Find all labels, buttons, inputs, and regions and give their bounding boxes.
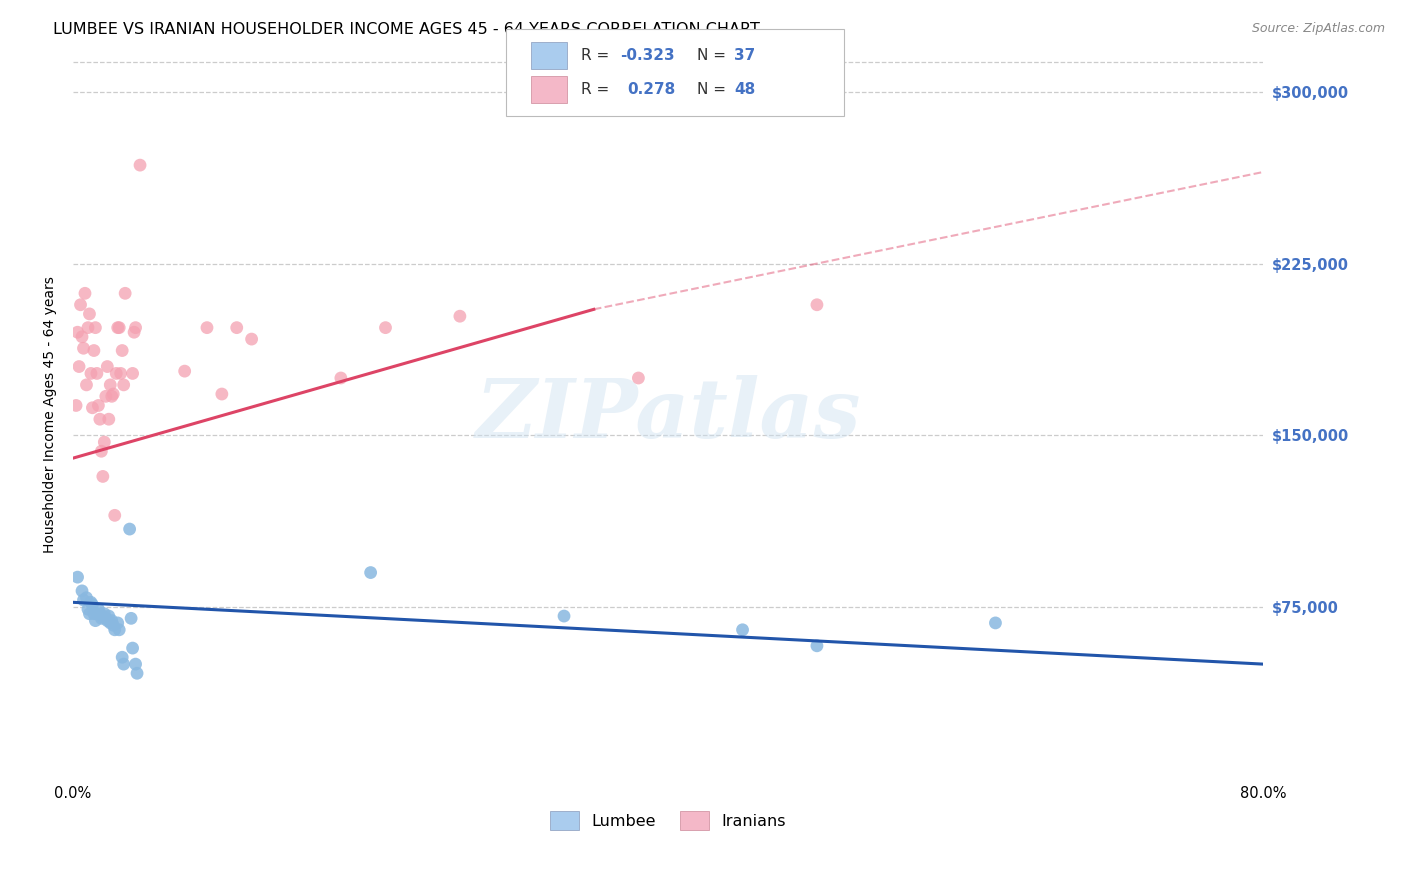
Point (449, 309, 471, 323)
Point (70, 583, 93, 598)
Point (103, 387, 125, 401)
Point (86, 367, 108, 381)
Point (93, 607, 115, 621)
Text: 0.278: 0.278 (627, 82, 675, 97)
Point (86, 607, 108, 621)
Point (79, 607, 101, 621)
Point (76, 377, 98, 392)
Point (84, 614, 107, 628)
Point (73, 286, 96, 301)
Point (125, 666, 148, 681)
Point (107, 615, 129, 630)
Point (211, 387, 233, 401)
Point (97, 609, 120, 624)
Point (93, 435, 115, 450)
Point (77, 602, 100, 616)
Point (121, 641, 143, 656)
Point (77, 320, 100, 334)
Point (83, 343, 105, 358)
Point (111, 343, 134, 358)
Legend: Lumbee, Iranians: Lumbee, Iranians (544, 805, 793, 836)
Point (82, 401, 104, 415)
Point (627, 371, 650, 385)
Point (240, 332, 263, 346)
Point (94, 611, 117, 625)
Point (90, 611, 112, 625)
Point (96, 614, 118, 628)
Text: -0.323: -0.323 (620, 48, 675, 63)
Text: N =: N = (697, 48, 731, 63)
Point (83, 607, 105, 621)
Point (66, 570, 89, 584)
Point (107, 320, 129, 334)
Point (91, 609, 114, 624)
Point (984, 615, 1007, 630)
Point (97, 412, 120, 426)
Point (96, 359, 118, 374)
Point (76, 591, 98, 605)
Point (360, 566, 382, 580)
Point (87, 602, 110, 616)
Point (98, 615, 121, 630)
Point (329, 371, 352, 385)
Point (122, 325, 145, 339)
Point (120, 611, 142, 625)
Point (66, 325, 89, 339)
Point (82, 598, 104, 612)
Point (129, 158, 152, 172)
Point (104, 623, 127, 637)
Point (112, 657, 135, 672)
Point (91, 469, 114, 483)
Point (69, 298, 91, 312)
Text: N =: N = (697, 82, 731, 97)
Text: 37: 37 (734, 48, 755, 63)
Point (70, 330, 93, 344)
Point (108, 320, 131, 334)
Point (374, 320, 396, 334)
Text: 48: 48 (734, 82, 755, 97)
Point (90, 444, 112, 458)
Point (731, 623, 754, 637)
Point (121, 367, 143, 381)
Point (806, 639, 828, 653)
Text: R =: R = (581, 48, 614, 63)
Text: Source: ZipAtlas.com: Source: ZipAtlas.com (1251, 22, 1385, 36)
Point (80, 595, 103, 609)
Point (114, 286, 136, 301)
Point (100, 389, 122, 403)
Point (173, 364, 195, 378)
Point (84, 320, 107, 334)
Point (124, 320, 146, 334)
Point (103, 618, 125, 632)
Text: LUMBEE VS IRANIAN HOUSEHOLDER INCOME AGES 45 - 64 YEARS CORRELATION CHART: LUMBEE VS IRANIAN HOUSEHOLDER INCOME AGE… (53, 22, 761, 37)
Point (104, 508, 127, 523)
Text: R =: R = (581, 82, 614, 97)
Point (553, 609, 575, 624)
Point (89, 607, 111, 621)
Point (108, 623, 131, 637)
Point (94, 389, 117, 403)
Point (87, 399, 110, 413)
Point (110, 367, 132, 381)
Point (118, 522, 141, 536)
Point (80, 367, 103, 381)
Y-axis label: Householder Income Ages 45 - 64 years: Householder Income Ages 45 - 64 years (44, 277, 58, 553)
Point (111, 650, 134, 665)
Point (806, 298, 828, 312)
Point (225, 320, 247, 334)
Point (98, 377, 121, 392)
Point (89, 412, 111, 426)
Point (65, 399, 87, 413)
Point (100, 614, 122, 628)
Point (79, 307, 101, 321)
Point (195, 320, 218, 334)
Point (112, 377, 135, 392)
Point (105, 367, 128, 381)
Point (72, 593, 94, 607)
Point (72, 341, 94, 355)
Point (124, 657, 146, 672)
Point (67, 359, 90, 374)
Text: ZIPatlas: ZIPatlas (475, 375, 860, 455)
